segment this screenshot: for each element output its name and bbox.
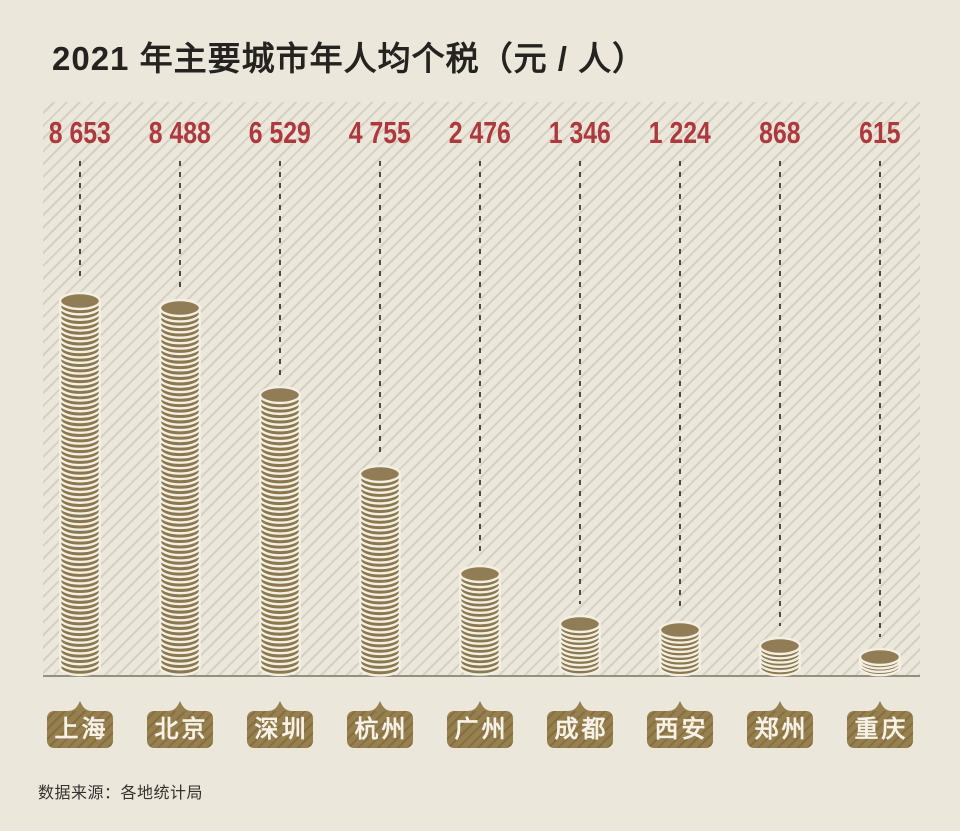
dashed-leader-line: [278, 161, 282, 375]
dashed-leader-line: [878, 161, 882, 637]
source-note: 数据来源：各地统计局: [38, 785, 204, 802]
value-label: 8 488: [148, 115, 212, 150]
dashed-leader-line: [78, 161, 82, 281]
city-label-4: 杭州: [347, 701, 413, 748]
coin-stack: [558, 615, 602, 677]
coin-stack: [858, 647, 902, 677]
city-name: 重庆: [847, 711, 913, 748]
city-name: 广州: [447, 711, 513, 748]
label-crown-ornament-icon: [367, 701, 393, 711]
value-label: 615: [859, 115, 901, 150]
value-label: 4 755: [348, 115, 412, 150]
coin-stack: [158, 299, 202, 677]
dashed-leader-line: [378, 161, 382, 454]
coin-stack: [458, 565, 502, 677]
city-name: 北京: [147, 711, 213, 748]
label-crown-ornament-icon: [167, 701, 193, 711]
city-name: 西安: [647, 711, 713, 748]
label-crown-ornament-icon: [267, 701, 293, 711]
coin-stack: [358, 464, 402, 677]
coin-stack: [258, 385, 302, 677]
chart-title: 2021 年主要城市年人均个税（元 / 人）: [52, 40, 647, 77]
dashed-leader-line: [178, 161, 182, 289]
dashed-leader-line: [778, 161, 782, 626]
value-label: 1 224: [648, 115, 712, 150]
coin-stack: [658, 620, 702, 677]
dashed-leader-line: [478, 161, 482, 555]
dashed-leader-line: [578, 161, 582, 605]
city-label-8: 郑州: [747, 701, 813, 748]
city-label-1: 上海: [47, 701, 113, 748]
label-crown-ornament-icon: [767, 701, 793, 711]
city-label-3: 深圳: [247, 701, 313, 748]
city-name: 杭州: [347, 711, 413, 748]
value-label: 6 529: [248, 115, 312, 150]
value-label: 8 653: [48, 115, 112, 150]
value-label: 868: [759, 115, 801, 150]
city-name: 深圳: [247, 711, 313, 748]
city-name: 上海: [47, 711, 113, 748]
value-label: 2 476: [448, 115, 512, 150]
label-crown-ornament-icon: [667, 701, 693, 711]
city-label-7: 西安: [647, 701, 713, 748]
city-label-9: 重庆: [847, 701, 913, 748]
label-crown-ornament-icon: [867, 701, 893, 711]
city-name: 郑州: [747, 711, 813, 748]
coin-stack: [758, 636, 802, 677]
dashed-leader-line: [678, 161, 682, 610]
value-label: 1 346: [548, 115, 612, 150]
label-crown-ornament-icon: [467, 701, 493, 711]
label-crown-ornament-icon: [567, 701, 593, 711]
city-label-5: 广州: [447, 701, 513, 748]
city-label-2: 北京: [147, 701, 213, 748]
city-label-6: 成都: [547, 701, 613, 748]
city-name: 成都: [547, 711, 613, 748]
label-crown-ornament-icon: [67, 701, 93, 711]
coin-stack: [58, 291, 102, 677]
